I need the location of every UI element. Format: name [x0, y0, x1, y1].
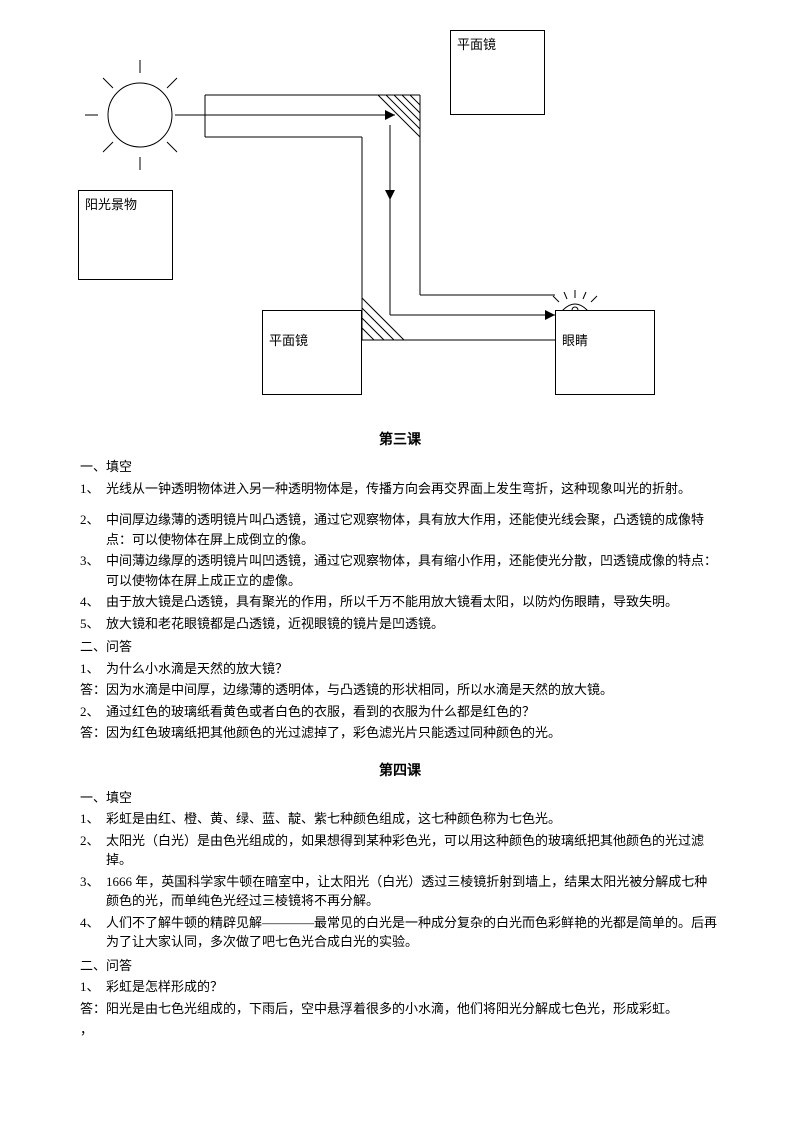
item-text: 人们不了解牛顿的精辟见解————最常见的白光是一种成分复杂的白光而色彩鲜艳的光都…	[106, 913, 720, 952]
fill-item: 2、中间厚边缘薄的透明镜片叫凸透镜，通过它观察物体，具有放大作用，还能使光线会聚…	[80, 510, 720, 549]
fill-item: 1、光线从一钟透明物体进入另一种透明物体是，传播方向会再交界面上发生弯折，这种现…	[80, 479, 720, 499]
box-scene-label: 阳光景物	[85, 195, 137, 215]
question-number: 2、	[80, 702, 106, 722]
lesson3-title: 第三课	[80, 430, 720, 451]
lesson4-qa-list: 1、彩虹是怎样形成的？答：阳光是由七色光组成的，下雨后，空中悬浮着很多的小水滴，…	[80, 977, 720, 1018]
box-eye: 眼睛	[555, 310, 655, 395]
trailing-comma: ，	[80, 1020, 720, 1040]
document-content: 第三课 一、填空 1、光线从一钟透明物体进入另一种透明物体是，传播方向会再交界面…	[0, 430, 800, 1040]
fill-item: 4、由于放大镜是凸透镜，具有聚光的作用，所以千万不能用放大镜看太阳，以防灼伤眼睛…	[80, 592, 720, 612]
lesson3-qa-head: 二、问答	[80, 637, 720, 657]
question-text: 通过红色的玻璃纸看黄色或者白色的衣服，看到的衣服为什么都是红色的？	[106, 702, 720, 722]
fill-item: 3、中间薄边缘厚的透明镜片叫凹透镜，通过它观察物体，具有缩小作用，还能使光分散，…	[80, 551, 720, 590]
answer-text: 因为水滴是中间厚，边缘薄的透明体，与凸透镜的形状相同，所以水滴是天然的放大镜。	[106, 682, 613, 697]
answer-text: 因为红色玻璃纸把其他颜色的光过滤掉了，彩色滤光片只能透过同种颜色的光。	[106, 725, 561, 740]
item-text: 太阳光（白光）是由色光组成的，如果想得到某种彩色光，可以用这种颜色的玻璃纸把其他…	[106, 831, 720, 870]
item-text: 放大镜和老花眼镜都是凸透镜，近视眼镜的镜片是凹透镜。	[106, 614, 720, 634]
question-row: 2、通过红色的玻璃纸看黄色或者白色的衣服，看到的衣服为什么都是红色的？	[80, 702, 720, 722]
item-number: 3、	[80, 551, 106, 590]
fill-item: 2、太阳光（白光）是由色光组成的，如果想得到某种彩色光，可以用这种颜色的玻璃纸把…	[80, 831, 720, 870]
lesson4-title: 第四课	[80, 761, 720, 782]
optics-diagram: 平面镜 阳光景物 平面镜 眼睛	[0, 0, 800, 420]
lesson4-fill-head: 一、填空	[80, 788, 720, 808]
box-top-mirror: 平面镜	[450, 30, 545, 115]
item-number: 4、	[80, 592, 106, 612]
item-text: 中间薄边缘厚的透明镜片叫凹透镜，通过它观察物体，具有缩小作用，还能使光分散，凹透…	[106, 551, 720, 590]
fill-item: 1、彩虹是由红、橙、黄、绿、蓝、靛、紫七种颜色组成，这七种颜色称为七色光。	[80, 809, 720, 829]
question-row: 1、彩虹是怎样形成的？	[80, 977, 720, 997]
answer-label: 答：	[80, 725, 106, 740]
answer-row: 答：因为水滴是中间厚，边缘薄的透明体，与凸透镜的形状相同，所以水滴是天然的放大镜…	[80, 680, 720, 700]
box-bottom-mirror-label: 平面镜	[269, 331, 308, 351]
question-text: 为什么小水滴是天然的放大镜？	[106, 659, 720, 679]
item-number: 1、	[80, 479, 106, 499]
item-number: 5、	[80, 614, 106, 634]
question-row: 1、为什么小水滴是天然的放大镜？	[80, 659, 720, 679]
fill-item: 5、放大镜和老花眼镜都是凸透镜，近视眼镜的镜片是凹透镜。	[80, 614, 720, 634]
item-text: 中间厚边缘薄的透明镜片叫凸透镜，通过它观察物体，具有放大作用，还能使光线会聚，凸…	[106, 510, 720, 549]
item-number: 3、	[80, 872, 106, 911]
item-number: 4、	[80, 913, 106, 952]
item-text: 光线从一钟透明物体进入另一种透明物体是，传播方向会再交界面上发生弯折，这种现象叫…	[106, 479, 720, 499]
answer-row: 答：阳光是由七色光组成的，下雨后，空中悬浮着很多的小水滴，他们将阳光分解成七色光…	[80, 999, 720, 1019]
box-eye-label: 眼睛	[562, 331, 588, 351]
lesson3-fill-head: 一、填空	[80, 457, 720, 477]
box-scene: 阳光景物	[78, 190, 173, 280]
answer-row: 答：因为红色玻璃纸把其他颜色的光过滤掉了，彩色滤光片只能透过同种颜色的光。	[80, 723, 720, 743]
box-bottom-mirror: 平面镜	[262, 310, 362, 395]
answer-label: 答：	[80, 682, 106, 697]
item-text: 1666 年，英国科学家牛顿在暗室中，让太阳光（白光）透过三棱镜折射到墙上，结果…	[106, 872, 720, 911]
item-number: 1、	[80, 809, 106, 829]
item-number: 2、	[80, 831, 106, 870]
question-number: 1、	[80, 659, 106, 679]
box-top-mirror-label: 平面镜	[457, 35, 496, 55]
item-text: 由于放大镜是凸透镜，具有聚光的作用，所以千万不能用放大镜看太阳，以防灼伤眼睛，导…	[106, 592, 720, 612]
lesson3-fill-list: 1、光线从一钟透明物体进入另一种透明物体是，传播方向会再交界面上发生弯折，这种现…	[80, 479, 720, 634]
fill-item: 4、人们不了解牛顿的精辟见解————最常见的白光是一种成分复杂的白光而色彩鲜艳的…	[80, 913, 720, 952]
item-number: 2、	[80, 510, 106, 549]
lesson4-qa-head: 二、问答	[80, 956, 720, 976]
item-text: 彩虹是由红、橙、黄、绿、蓝、靛、紫七种颜色组成，这七种颜色称为七色光。	[106, 809, 720, 829]
lesson3-qa-list: 1、为什么小水滴是天然的放大镜？答：因为水滴是中间厚，边缘薄的透明体，与凸透镜的…	[80, 659, 720, 743]
answer-label: 答：	[80, 1001, 106, 1016]
fill-item: 3、1666 年，英国科学家牛顿在暗室中，让太阳光（白光）透过三棱镜折射到墙上，…	[80, 872, 720, 911]
answer-text: 阳光是由七色光组成的，下雨后，空中悬浮着很多的小水滴，他们将阳光分解成七色光，形…	[106, 1001, 678, 1016]
lesson4-fill-list: 1、彩虹是由红、橙、黄、绿、蓝、靛、紫七种颜色组成，这七种颜色称为七色光。2、太…	[80, 809, 720, 952]
question-text: 彩虹是怎样形成的？	[106, 977, 720, 997]
question-number: 1、	[80, 977, 106, 997]
